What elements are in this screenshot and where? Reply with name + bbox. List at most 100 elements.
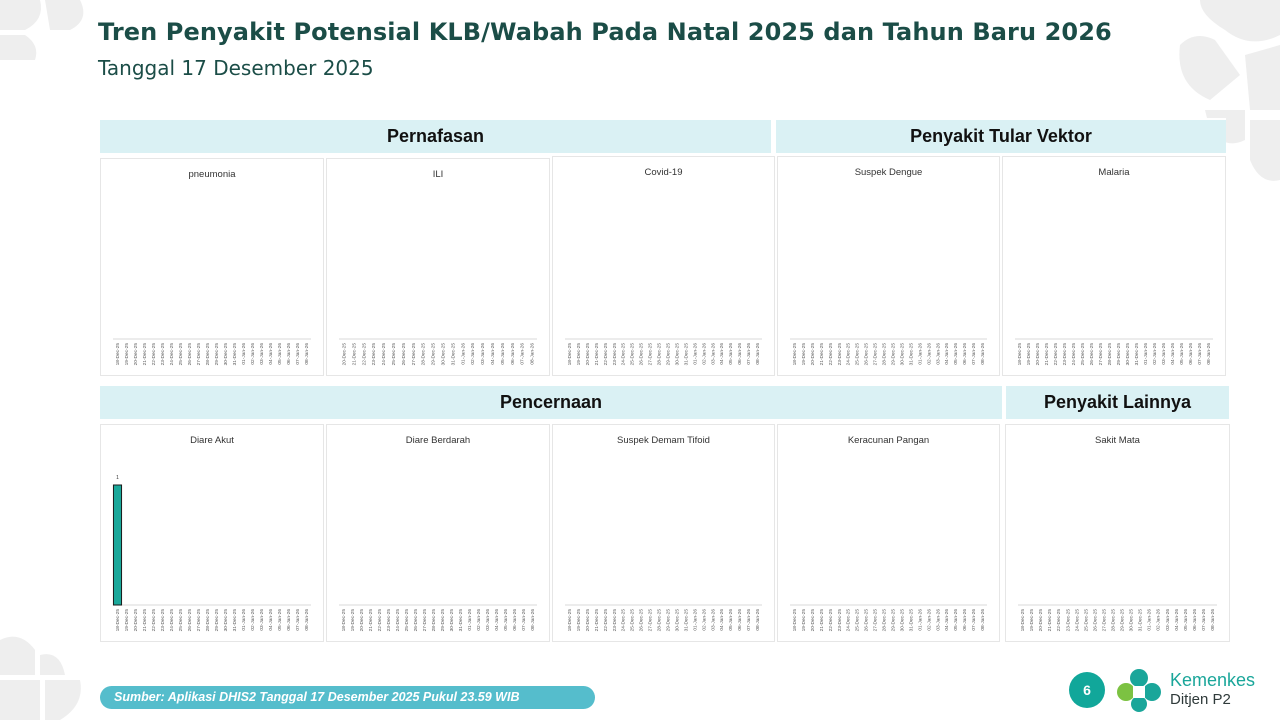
x-tick-label: 27-Dec-25: [873, 343, 879, 366]
x-tick-label: 01-Jan-26: [1147, 609, 1153, 631]
x-tick-label: 04-Jan-26: [268, 609, 274, 631]
x-tick-label: 08-Jan-26: [1210, 609, 1216, 631]
x-tick-label: 18-Dec-25: [1020, 609, 1026, 632]
x-tick-label: 22-Dec-25: [603, 343, 609, 366]
x-tick-label: 02-Jan-26: [926, 609, 932, 631]
x-tick-label: 07-Jan-26: [1201, 609, 1207, 631]
x-tick-label: 07-Jan-26: [746, 609, 752, 631]
x-tick-label: 23-Dec-25: [837, 609, 843, 632]
x-tick-label: 24-Dec-25: [846, 343, 852, 366]
chart-plot-area: 18-Dec-25 19-Dec-25 20-Dec-25 21-Dec-25 22-D…: [565, 604, 762, 632]
x-tick-label: 28-Dec-25: [205, 343, 211, 366]
x-tick-label: 28-Dec-25: [1107, 343, 1113, 366]
x-tick-label: 01-Jan-26: [241, 343, 247, 365]
x-tick-label: 29-Dec-25: [1116, 343, 1122, 366]
x-tick-label: 02-Jan-26: [1156, 609, 1162, 631]
x-tick-label: 28-Dec-25: [205, 609, 211, 632]
x-tick-label: 31-Dec-25: [908, 343, 914, 366]
data-label: 1: [116, 475, 119, 481]
x-tick-label: 05-Jan-26: [277, 343, 283, 365]
x-tick-label: 05-Jan-26: [277, 609, 283, 631]
x-tick-label: 25-Dec-25: [178, 609, 184, 632]
x-tick-label: 21-Dec-25: [368, 609, 374, 632]
x-tick-label: 29-Dec-25: [1120, 609, 1126, 632]
x-tick-label: 28-Dec-25: [657, 609, 663, 632]
x-tick-label: 29-Dec-25: [214, 343, 220, 366]
x-tick-label: 24-Dec-25: [621, 343, 627, 366]
chart-diare-berdarah: Diare Berdarah 18-Dec-25 19-Dec-25 20-Dec-…: [326, 424, 550, 642]
x-tick-label: 08-Jan-26: [530, 609, 536, 631]
x-tick-label: 02-Jan-26: [701, 609, 707, 631]
chart-diare-akut: Diare Akut 1 18-Dec-25 19-Dec-25 20-Dec-25 2…: [100, 424, 324, 642]
chart-dengue: Suspek Dengue 18-Dec-25 19-Dec-25 20-Dec-2…: [777, 156, 1000, 376]
x-tick-label: 22-Dec-25: [828, 343, 834, 366]
x-tick-label: 21-Dec-25: [1047, 609, 1053, 632]
x-tick-label: 01-Jan-26: [917, 343, 923, 365]
x-tick-label: 08-Jan-26: [304, 343, 310, 365]
x-tick-label: 26-Dec-25: [401, 343, 407, 366]
x-tick-label: 25-Dec-25: [178, 343, 184, 366]
x-tick-label: 22-Dec-25: [377, 609, 383, 632]
x-tick-label: 31-Dec-25: [908, 609, 914, 632]
chart-title: Malaria: [1098, 167, 1130, 178]
x-tick-label: 29-Dec-25: [214, 609, 220, 632]
x-tick-label: 23-Dec-25: [160, 609, 166, 632]
x-tick-label: 24-Dec-25: [846, 609, 852, 632]
x-tick-label: 30-Dec-25: [1125, 343, 1131, 366]
x-tick-label: 04-Jan-26: [490, 343, 496, 365]
x-tick-label: 31-Dec-25: [232, 609, 238, 632]
x-tick-label: 18-Dec-25: [115, 343, 121, 366]
x-tick-label: 01-Jan-26: [460, 343, 466, 365]
x-tick-label: 07-Jan-26: [295, 609, 301, 631]
x-tick-label: 25-Dec-25: [630, 343, 636, 366]
x-tick-label: 08-Jan-26: [755, 343, 761, 365]
logo-line-1: Kemenkes: [1170, 670, 1256, 690]
x-tick-label: 31-Dec-25: [450, 343, 456, 366]
x-tick-label: 22-Dec-25: [1053, 343, 1059, 366]
x-tick-label: 08-Jan-26: [304, 609, 310, 631]
corner-decoration-top-left: [0, 0, 84, 60]
kemenkes-logo-icon: [1117, 669, 1161, 712]
x-tick-label: 26-Dec-25: [187, 343, 193, 366]
x-tick-label: 04-Jan-26: [719, 609, 725, 631]
x-tick-label: 20-Dec-25: [133, 609, 139, 632]
x-tick-label: 22-Dec-25: [151, 343, 157, 366]
x-tick-label: 27-Dec-25: [1101, 609, 1107, 632]
x-tick-label: 07-Jan-26: [521, 609, 527, 631]
x-tick-label: 19-Dec-25: [350, 609, 356, 632]
x-tick-label: 23-Dec-25: [386, 609, 392, 632]
chart-title: ILI: [432, 169, 444, 180]
x-tick-label: 06-Jan-26: [286, 609, 292, 631]
x-tick-label: 19-Dec-25: [124, 343, 130, 366]
x-tick-label: 27-Dec-25: [873, 609, 879, 632]
x-tick-label: 03-Jan-26: [1165, 609, 1171, 631]
x-tick-label: 26-Dec-25: [864, 343, 870, 366]
x-tick-label: 03-Jan-26: [710, 609, 716, 631]
x-tick-label: 19-Dec-25: [1029, 609, 1035, 632]
x-tick-label: 31-Dec-25: [458, 609, 464, 632]
x-tick-label: 02-Jan-26: [470, 343, 476, 365]
x-tick-label: 01-Jan-26: [692, 343, 698, 365]
x-tick-label: 23-Dec-25: [837, 343, 843, 366]
x-tick-label: 18-Dec-25: [567, 609, 573, 632]
x-tick-label: 31-Dec-25: [1138, 609, 1144, 632]
x-tick-label: 18-Dec-25: [115, 609, 121, 632]
source-note: Sumber: Aplikasi DHIS2 Tanggal 17 Desemb…: [100, 686, 595, 709]
x-tick-label: 03-Jan-26: [480, 343, 486, 365]
x-tick-label: 01-Jan-26: [692, 609, 698, 631]
x-tick-label: 20-Dec-25: [341, 343, 347, 366]
x-tick-label: 25-Dec-25: [1080, 343, 1086, 366]
chart-plot-area: 18-Dec-25 19-Dec-25 20-Dec-25 21-Dec-25 22-D…: [565, 338, 762, 366]
x-tick-label: 04-Jan-26: [268, 343, 274, 365]
x-tick-label: 06-Jan-26: [962, 343, 968, 365]
x-tick-label: 31-Dec-25: [1134, 343, 1140, 366]
x-tick-label: 05-Jan-26: [1183, 609, 1189, 631]
x-tick-label: 25-Dec-25: [855, 609, 861, 632]
x-tick-label: 30-Dec-25: [223, 609, 229, 632]
x-tick-label: 20-Dec-25: [1038, 609, 1044, 632]
x-tick-label: 25-Dec-25: [404, 609, 410, 632]
x-tick-label: 23-Dec-25: [612, 343, 618, 366]
chart-sakit-mata: Sakit Mata 18-Dec-25 19-Dec-25 20-Dec-25 21…: [1005, 424, 1230, 642]
x-tick-label: 07-Jan-26: [295, 343, 301, 365]
x-tick-label: 18-Dec-25: [1017, 343, 1023, 366]
